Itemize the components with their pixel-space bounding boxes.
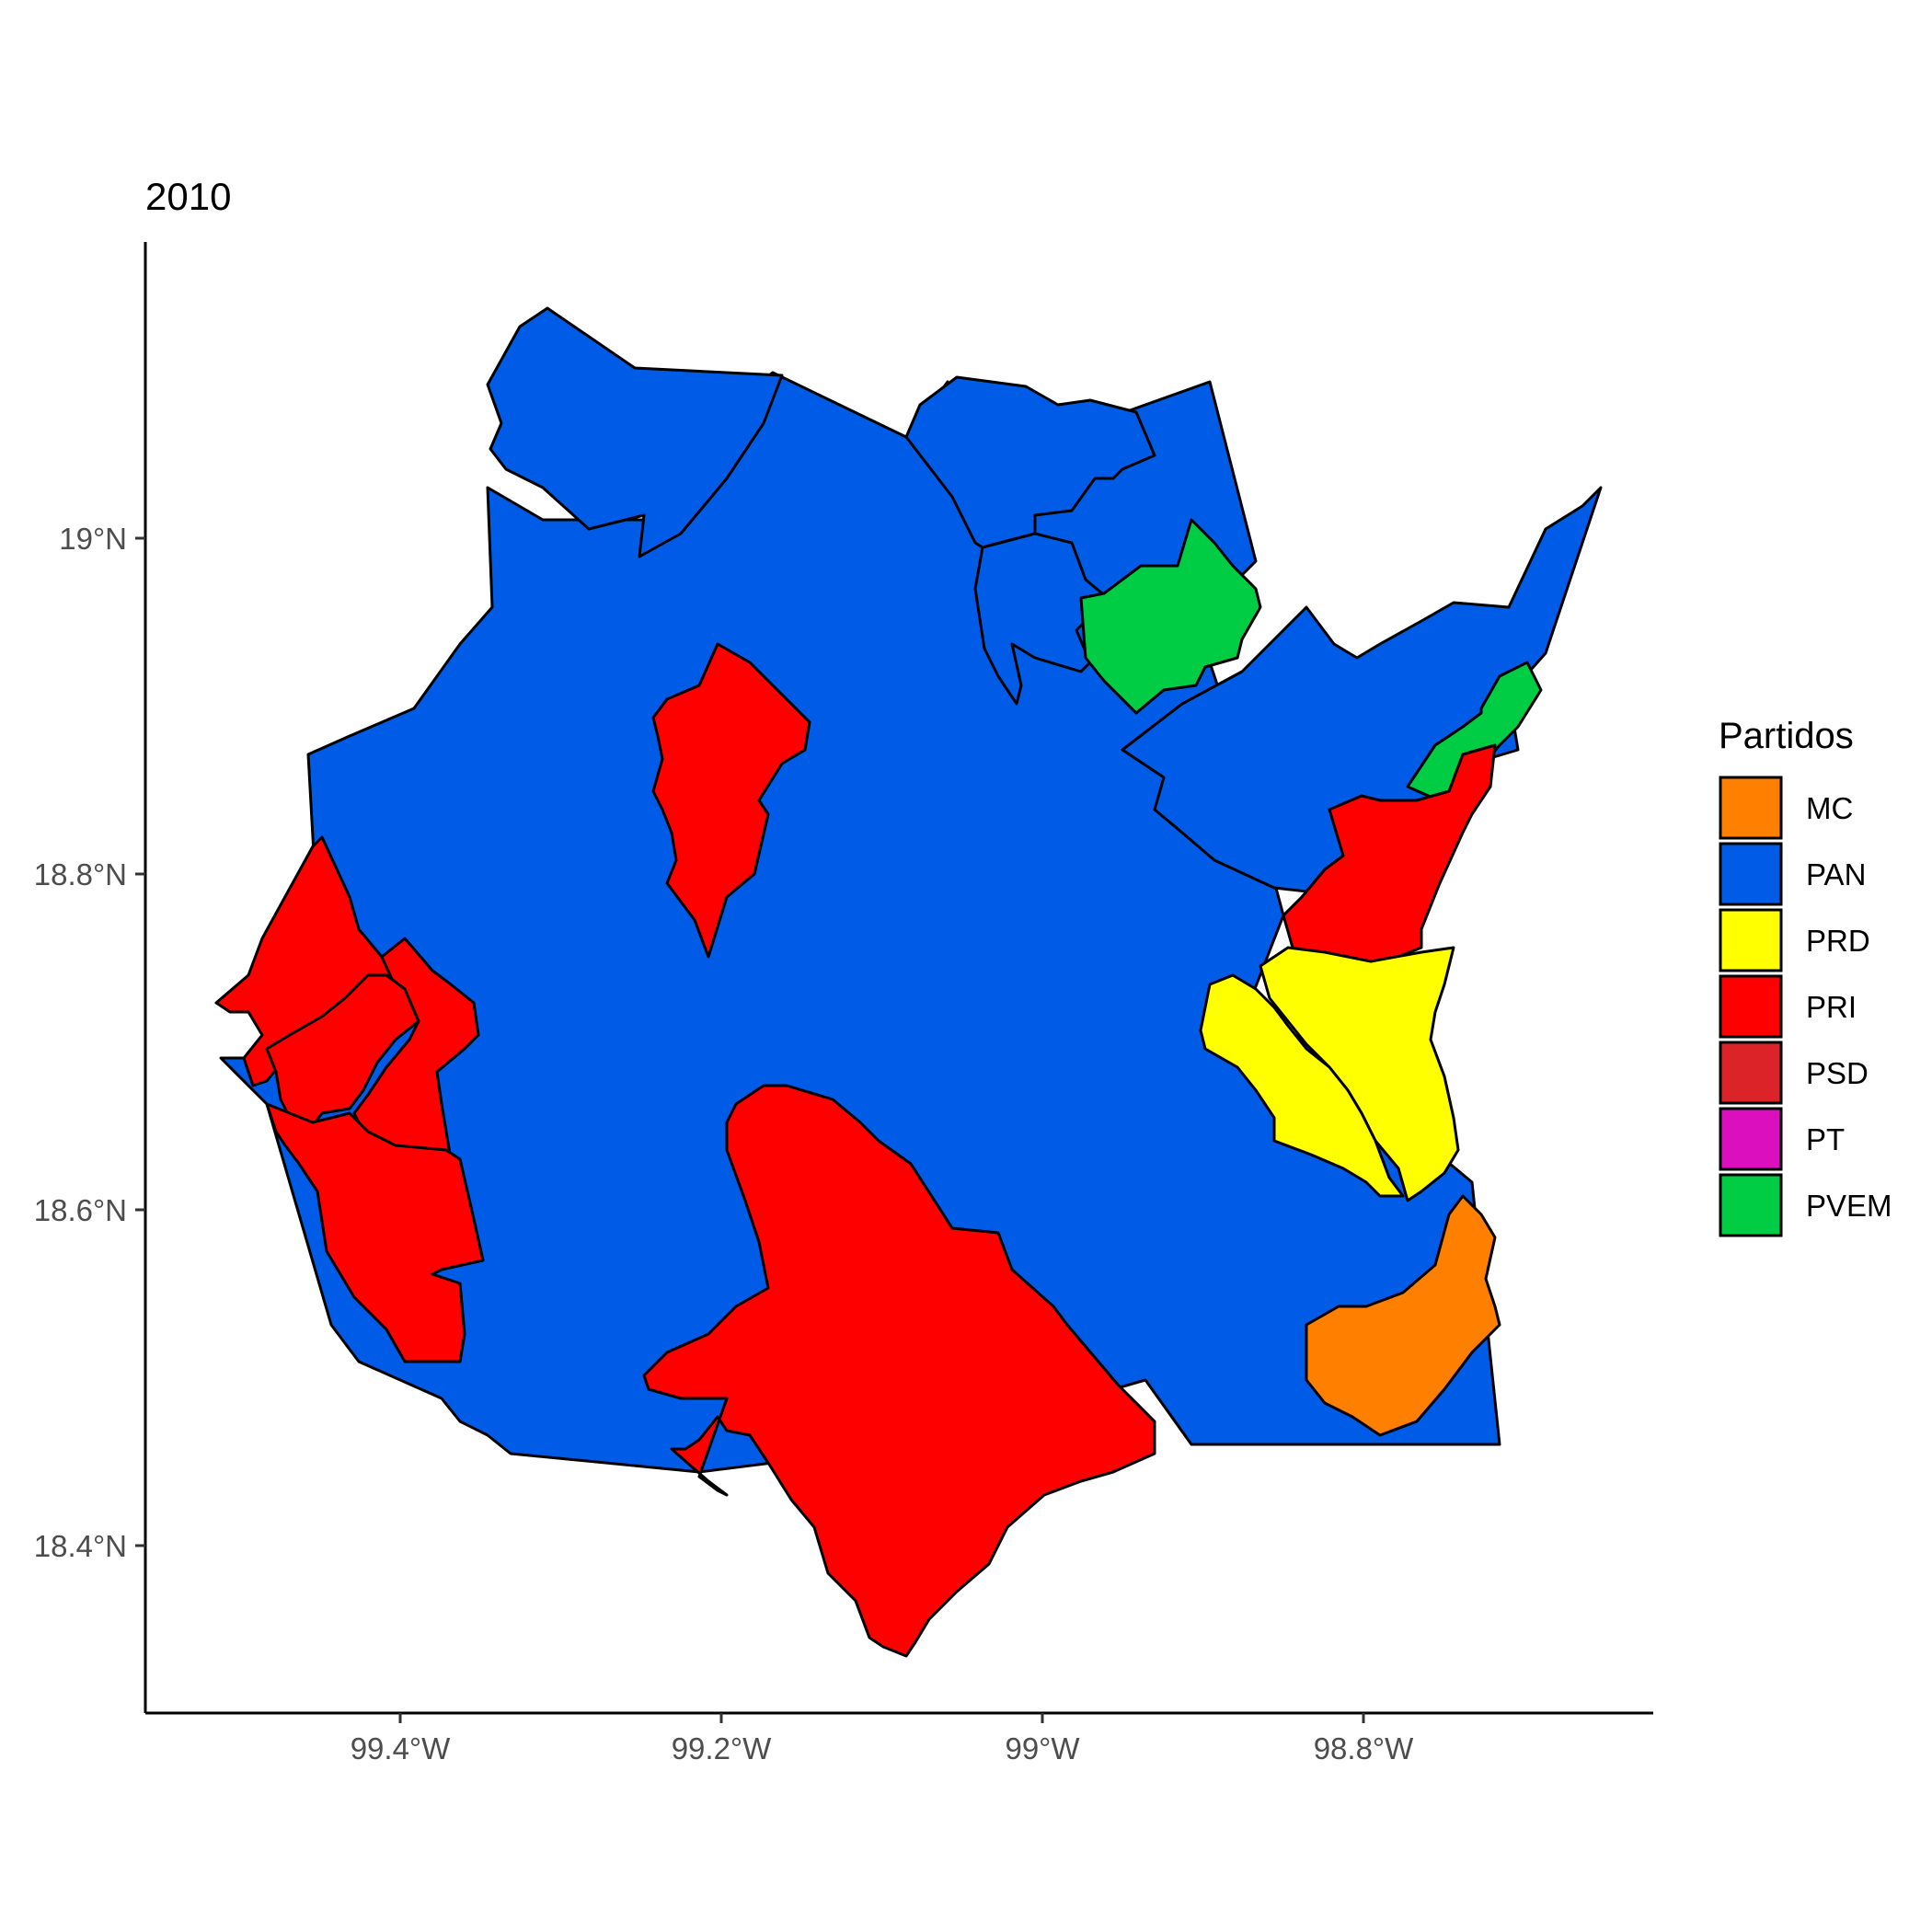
legend-label-psd: PSD (1806, 1056, 1869, 1090)
legend-label-pt: PT (1806, 1122, 1845, 1156)
map-regions (214, 306, 1603, 1658)
legend-swatch-psd (1719, 1041, 1783, 1105)
region-prd-1 (651, 642, 811, 959)
legend-swatch-pan (1719, 842, 1783, 906)
y-tick-label: 18.4°N (34, 1529, 127, 1563)
x-axis-ticks: 99.4°W 99.2°W 99°W 98.8°W (351, 1713, 1414, 1765)
legend-swatch-mc (1719, 776, 1783, 840)
legend-label-pan: PAN (1806, 857, 1866, 891)
legend-swatch-pt (1719, 1107, 1783, 1171)
legend-label-pri: PRI (1806, 990, 1857, 1024)
legend-swatch-pri (1719, 974, 1783, 1039)
region-pan-2 (904, 375, 1156, 549)
x-tick-label: 99°W (1005, 1731, 1080, 1765)
legend-label-prd: PRD (1806, 924, 1870, 958)
region-pan-1 (486, 306, 784, 558)
region-pan-4 (1121, 486, 1603, 926)
x-tick-label: 99.2°W (672, 1731, 772, 1765)
legend: Partidos MC PAN PRD PRI PSD PT PVEM (1719, 716, 1892, 1237)
legend-title: Partidos (1719, 716, 1854, 756)
legend-items: MC PAN PRD PRI PSD PT PVEM (1719, 776, 1892, 1237)
legend-label-pvem: PVEM (1806, 1189, 1892, 1223)
region-prd-2 (642, 1084, 1156, 1658)
region-pvem-1 (1079, 518, 1262, 715)
y-axis-ticks: 19°N 18.8°N 18.6°N 18.4°N (34, 522, 145, 1563)
region-pan-3 (973, 532, 1115, 706)
region-pri-southeast (1305, 1194, 1501, 1437)
y-tick-label: 19°N (59, 522, 127, 556)
legend-swatch-pvem (1719, 1173, 1783, 1237)
x-tick-label: 98.8°W (1314, 1731, 1414, 1765)
legend-label-mc: MC (1806, 791, 1853, 825)
chart-title: 2010 (145, 175, 231, 218)
legend-swatch-prd (1719, 908, 1783, 972)
y-tick-label: 18.8°N (34, 857, 127, 891)
region-pt-1 (265, 1102, 485, 1363)
region-psd (1199, 973, 1405, 1198)
x-tick-label: 99.4°W (351, 1731, 451, 1765)
y-tick-label: 18.6°N (34, 1193, 127, 1227)
